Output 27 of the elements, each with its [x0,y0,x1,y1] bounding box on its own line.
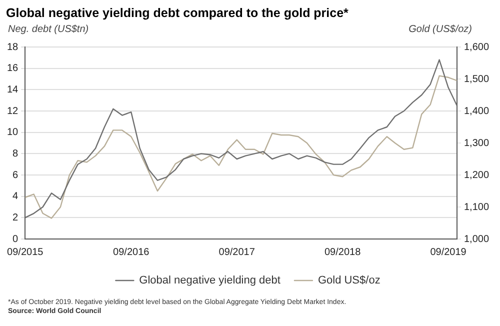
y2-tick-label: 1,600 [464,42,490,53]
y2-tick-label: 1,100 [464,202,490,213]
y-tick-label: 0 [12,234,19,245]
y-tick-label: 6 [12,170,19,181]
y2-tick-label: 1,400 [464,106,490,117]
chart-title: Global negative yielding debt compared to the gold price* [5,5,350,22]
legend-label: Gold US$/oz [318,274,380,287]
y-tick-label: 10 [7,127,19,138]
x-tick-label: 09/2018 [324,246,362,258]
y2-axis-title: Gold (US$/oz) [408,24,472,35]
y-axis-title: Neg. debt (US$tn) [8,24,89,35]
y2-tick-label: 1,300 [464,138,490,149]
y-tick-label: 14 [7,84,19,96]
x-tick-label: 09/2015 [7,246,44,258]
x-tick-label: 09/2019 [430,246,467,258]
y2-tick-label: 1,200 [464,170,490,181]
y-tick-label: 8 [12,148,19,160]
x-tick-label: 09/2017 [218,246,256,258]
legend-label: Global negative yielding debt [139,274,280,287]
y-tick-label: 2 [12,212,19,224]
y2-tick-label: 1,500 [464,74,490,85]
y-tick-label: 18 [7,42,19,53]
x-tick-label: 09/2016 [113,246,150,258]
y2-tick-label: 1,000 [464,234,490,245]
y-tick-label: 4 [12,191,19,202]
y-tick-label: 12 [7,106,19,117]
y-tick-label: 16 [7,63,19,74]
